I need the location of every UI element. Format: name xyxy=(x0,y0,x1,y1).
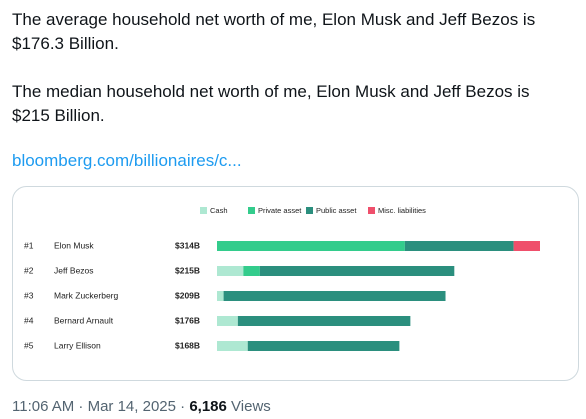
legend-swatch xyxy=(368,207,375,214)
rank: #1 xyxy=(24,240,34,250)
footer: 11:06 AM · Mar 14, 2025 · 6,186 Views xyxy=(12,398,271,415)
rank: #2 xyxy=(24,265,34,275)
legend-label: Private asset xyxy=(258,206,302,215)
bar-segment xyxy=(513,241,540,251)
name: Jeff Bezos xyxy=(54,265,94,275)
name: Elon Musk xyxy=(54,240,94,250)
bar-segment xyxy=(259,266,455,276)
timestamp: 11:06 AM · Mar 14, 2025 · xyxy=(12,398,186,415)
card-border xyxy=(12,186,579,381)
net-worth: $209B xyxy=(175,290,200,300)
legend-label: Misc. liabilities xyxy=(378,206,426,215)
rank: #5 xyxy=(24,340,34,350)
bar-segment xyxy=(404,241,514,251)
bar-segment xyxy=(217,341,248,351)
views-label: Views xyxy=(231,398,271,415)
tweet-text: The median household net worth of me, El… xyxy=(12,82,530,125)
legend-label: Public asset xyxy=(316,206,357,215)
rank: #4 xyxy=(24,315,34,325)
legend-label: Cash xyxy=(210,206,228,215)
net-worth: $168B xyxy=(175,340,200,350)
link[interactable]: bloomberg.com/billionaires/c... xyxy=(12,151,242,170)
legend-swatch xyxy=(306,207,313,214)
chart-card: Cash Private asset Public asset Misc. liabi… xyxy=(12,186,579,381)
bar-segment xyxy=(247,341,400,351)
tweet-text: The average household net worth of me, E… xyxy=(12,10,536,53)
name: Larry Ellison xyxy=(54,340,101,350)
net-worth: $215B xyxy=(175,265,200,275)
bar-segment xyxy=(217,316,238,326)
legend-swatch xyxy=(248,207,255,214)
legend-swatch xyxy=(200,207,207,214)
bar-segment xyxy=(217,266,244,276)
bar-segment xyxy=(243,266,260,276)
net-worth: $314B xyxy=(175,240,200,250)
rank: #3 xyxy=(24,290,34,300)
bar-segment xyxy=(223,291,446,301)
name: Bernard Arnault xyxy=(54,315,114,325)
view-count: 6,186 xyxy=(189,398,227,415)
name: Mark Zuckerberg xyxy=(54,290,119,300)
bar-segment xyxy=(217,291,224,301)
bar-segment xyxy=(237,316,411,326)
net-worth: $176B xyxy=(175,315,200,325)
bar-segment xyxy=(217,241,405,251)
